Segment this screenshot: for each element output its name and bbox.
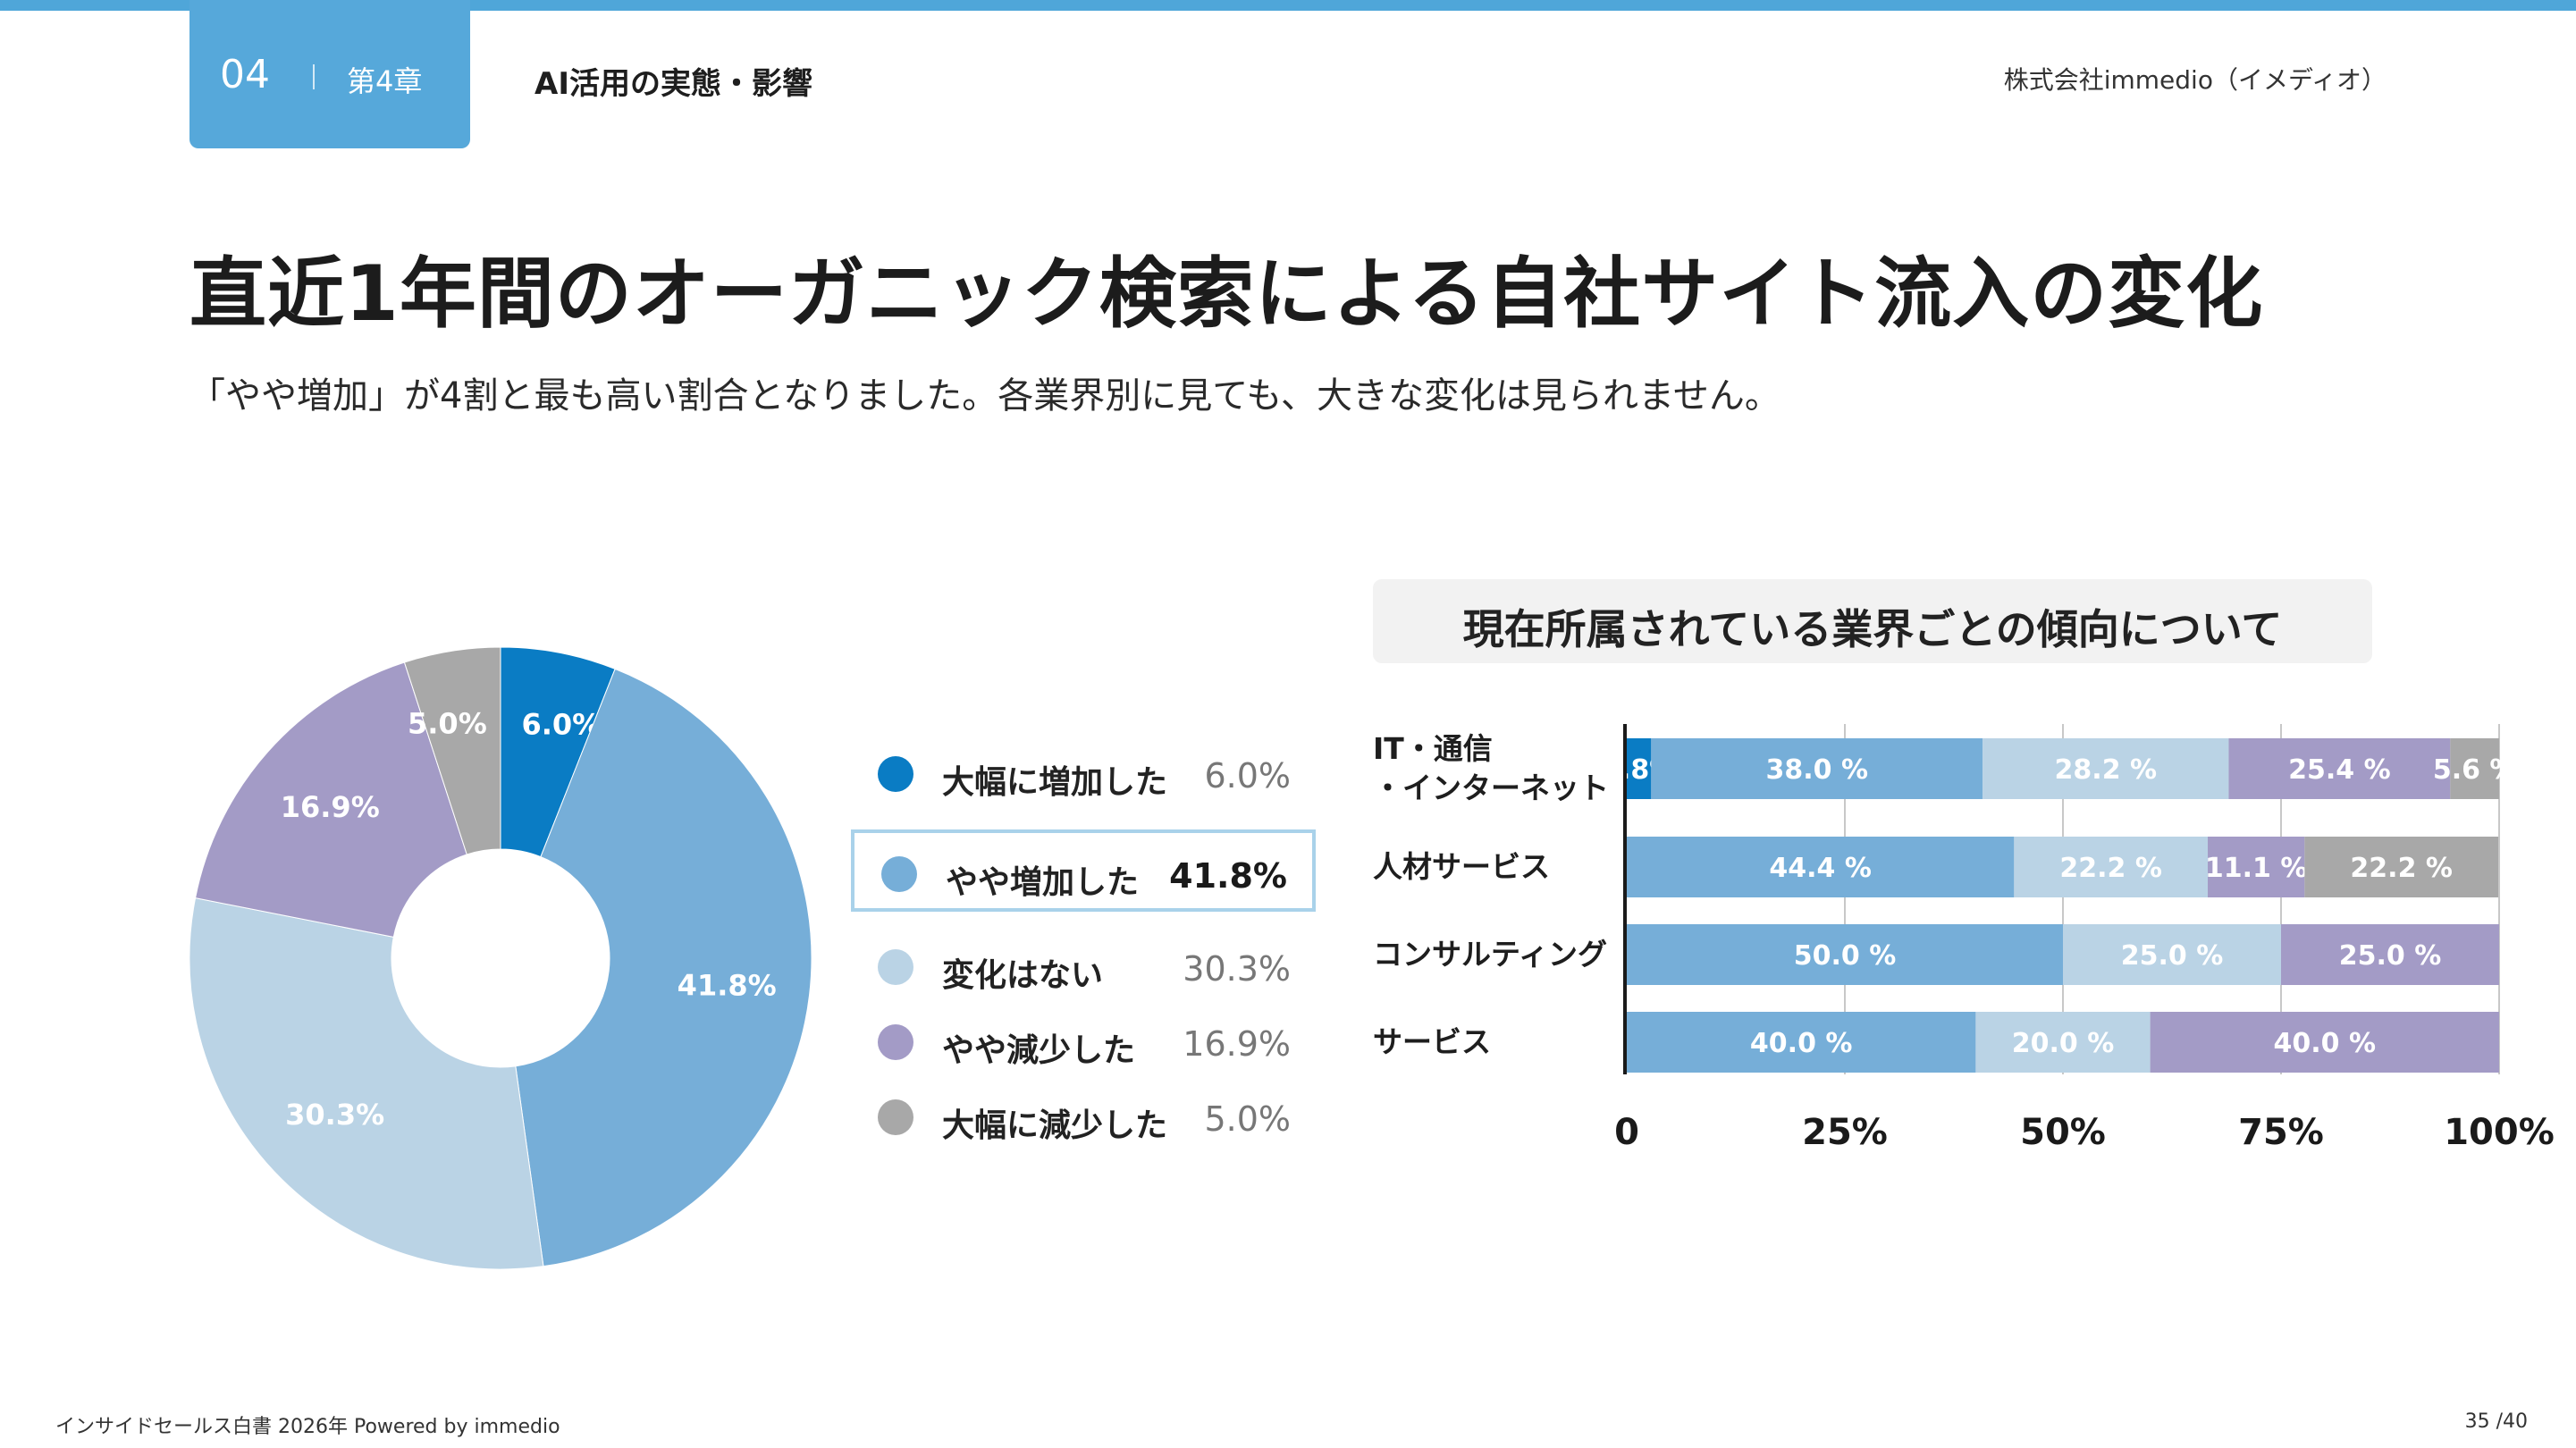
- bar-segment: [2063, 924, 2281, 985]
- bar-value-label: 25.0 %: [2339, 940, 2442, 972]
- bar-segment: [2208, 837, 2305, 897]
- bar-segment: [1627, 1012, 1976, 1073]
- legend-label: やや減少した: [942, 1032, 1136, 1069]
- donut-slice-label: 16.9%: [281, 790, 380, 824]
- legend-label: 大幅に増加した: [942, 764, 1168, 801]
- bar-value-label: 38.0 %: [1766, 754, 1869, 786]
- x-tick-label: 75%: [2238, 1112, 2324, 1153]
- legend-swatch: [878, 756, 913, 792]
- category-label: ・インターネット: [1373, 770, 1609, 805]
- legend-item: 大幅に増加した 6.0%: [851, 733, 1316, 815]
- category-label: IT・通信: [1373, 731, 1493, 766]
- section-title: AI活用の実態・影響: [535, 66, 812, 102]
- bar-value-label: 11.1 %: [2205, 853, 2308, 884]
- category-label: サービス: [1373, 1024, 1491, 1059]
- chapter-label: 第4章: [347, 64, 423, 98]
- donut-slice-label: 6.0%: [521, 708, 601, 742]
- legend-item: 変化はない 30.3%: [851, 926, 1316, 1008]
- bar-segment: [1983, 738, 2229, 799]
- bar-value-label: 20.0 %: [2012, 1028, 2115, 1059]
- page-subtitle: 「やや増加」が4割と最も高い割合となりました。各業界別に見ても、大きな変化は見ら…: [189, 375, 1780, 417]
- bar-value-label: 28.2 %: [2055, 754, 2158, 786]
- bar-value-label: 25.4 %: [2288, 754, 2391, 786]
- bar-segment: [1651, 738, 1983, 799]
- legend-swatch: [878, 1024, 913, 1060]
- category-label: 人材サービス: [1373, 849, 1550, 884]
- company-name: 株式会社immedio（イメディオ）: [2003, 65, 2387, 95]
- legend-item: やや増加した 41.8%: [851, 829, 1316, 912]
- legend-value: 6.0%: [1204, 756, 1291, 796]
- page-title: 直近1年間のオーガニック検索による自社サイト流入の変化: [189, 249, 2264, 339]
- bar-segment: [1627, 837, 2015, 897]
- bar-segment: [2014, 837, 2209, 897]
- bar-value-label: 44.4 %: [1769, 853, 1872, 884]
- legend-label: 変化はない: [942, 957, 1104, 994]
- donut-slice: [194, 661, 467, 938]
- donut-slice-label: 41.8%: [678, 968, 777, 1002]
- bar-segment: [2281, 924, 2499, 985]
- bar-value-label: 5.6 %: [2433, 754, 2517, 786]
- bar-value-label: 40.0 %: [1750, 1028, 1853, 1059]
- donut-chart: 6.0% 41.8% 30.3% 16.9% 5.0%: [189, 646, 812, 1270]
- donut-slice: [189, 897, 544, 1270]
- top-accent-bar: [0, 0, 2576, 11]
- legend-label: やや増加した: [946, 864, 1140, 901]
- chapter-divider: [313, 64, 315, 89]
- bar-value-label: 40.0 %: [2274, 1028, 2377, 1059]
- chapter-number: 04: [220, 52, 270, 97]
- bar-chart-title: 現在所属されている業界ごとの傾向について: [1462, 605, 2283, 653]
- category-label: コンサルティング: [1373, 937, 1607, 972]
- bar-segment: [1627, 924, 2063, 985]
- bar-value-label: 22.2 %: [2059, 853, 2162, 884]
- bar-value-label: 22.2 %: [2350, 853, 2453, 884]
- bar-segment: [2150, 1012, 2499, 1073]
- donut-slice: [403, 646, 501, 855]
- legend-swatch: [881, 856, 917, 892]
- stacked-bar-chart: 0 25% 50% 75% 100%2.8% 38.0 % 28.2 % 25.4 % 5.6 …: [1373, 724, 2555, 1153]
- legend-swatch: [878, 1099, 913, 1135]
- legend-item: やや減少した 16.9%: [851, 1001, 1316, 1083]
- bar-value-label: 25.0 %: [2121, 940, 2224, 972]
- bar-segment: [2228, 738, 2451, 799]
- legend-value: 5.0%: [1204, 1099, 1291, 1139]
- x-tick-label: 100%: [2444, 1112, 2555, 1153]
- x-tick-label: 25%: [1802, 1112, 1888, 1153]
- footer-publication: インサイドセールス白書 2026年 Powered by immedio: [55, 1416, 560, 1438]
- bar-chart-title-box: 現在所属されている業界ごとの傾向について: [1373, 579, 2372, 663]
- x-tick-label: 0: [1614, 1112, 1639, 1153]
- bar-segment: [2450, 738, 2499, 799]
- legend-label: 大幅に減少した: [942, 1107, 1168, 1144]
- bar-segment: [2304, 837, 2499, 897]
- legend-value: 16.9%: [1183, 1024, 1291, 1064]
- donut-slice-label: 5.0%: [408, 706, 487, 740]
- donut-slice-label: 30.3%: [285, 1098, 384, 1132]
- bar-value-label: 50.0 %: [1794, 940, 1897, 972]
- x-tick-label: 50%: [2020, 1112, 2106, 1153]
- legend-item: 大幅に減少した 5.0%: [851, 1076, 1316, 1158]
- legend-swatch: [878, 949, 913, 985]
- legend-value: 30.3%: [1183, 949, 1291, 989]
- legend-value: 41.8%: [1169, 856, 1287, 896]
- bar-segment: [1975, 1012, 2151, 1073]
- bar-segment: [1627, 738, 1652, 799]
- donut-slice: [515, 668, 812, 1267]
- page-number: 35 /40: [2464, 1410, 2528, 1433]
- chapter-tab: 04 第4章: [189, 0, 470, 148]
